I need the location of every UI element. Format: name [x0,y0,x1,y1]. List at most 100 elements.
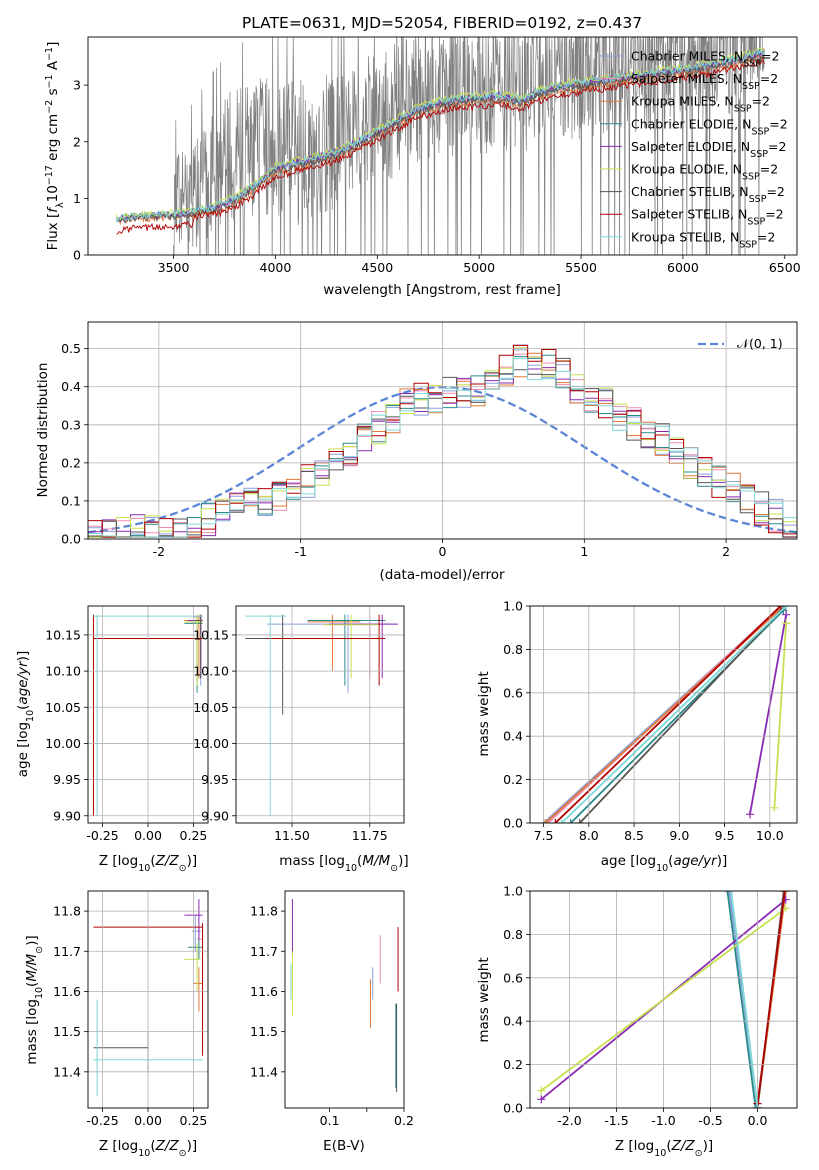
legend-entry: Kroupa ELODIE, NSSP=2 [631,162,778,183]
ageZ-ylabel: age [log10(age/yr)] [15,651,36,777]
y-tick-label: 9.95 [53,772,81,787]
massweight-marker [780,891,789,895]
label-part: log [118,1138,139,1154]
label-part: SSP [742,81,760,92]
label-part: Z/Z [155,1138,180,1154]
y-tick-label: 3 [73,78,81,93]
label-part: −2 [44,100,55,114]
label-part: log [324,853,345,869]
label-part: Salpeter STELIB, N [631,207,747,222]
label-part: ⊙ [390,863,398,874]
label-part: Kroupa ELODIE, N [631,162,742,177]
label-part: SSP [751,126,769,137]
massweight-line [579,606,786,823]
y-tick-label: 0.2 [503,772,523,787]
label-part: 10 [345,863,357,874]
age-vs-mass-panel: 11.50 11.75 9.90 9.95 10.00 10.05 10.10 10.15 ma… [193,605,409,874]
ageZ-xlabel: Z [log10(Z/Z⊙)] [99,853,197,874]
massweight-marker [725,891,734,895]
y-tick-label: 11.4 [53,1064,81,1079]
label-part: ( [150,1138,155,1154]
y-tick-label: 11.8 [53,904,81,919]
massweight-marker [537,1086,546,1095]
label-part: ( [24,982,40,987]
label-part: Flux [ [45,213,61,251]
y-tick-label: 9.95 [201,772,229,787]
x-tick-label: 0 [439,544,447,559]
y-tick-label: 11.6 [53,984,81,999]
massweight-line [773,623,788,808]
mwZ-ylabel: mass weight [476,957,492,1042]
age-vs-mass-panel-plot [245,614,398,816]
mwAge-xlabel: age [log10(age/yr)] [601,853,727,874]
figure-title: PLATE=0631, MJD=52054, FIBERID=0192, z=0… [242,14,642,32]
label-part: ⊙ [695,1148,703,1159]
y-tick-label: 1 [73,191,81,206]
x-tick-label: 4000 [260,260,292,275]
y-tick-label: 10.10 [45,664,81,679]
axes-frame [529,890,798,1109]
y-tick-label: 9.90 [53,808,81,823]
y-tick-label: 0 [73,248,81,263]
label-part: )] [703,1138,714,1154]
massweight-vs-age-panel-plot [539,606,791,823]
y-tick-label: 11.7 [53,944,81,959]
x-tick-label: 8.5 [624,828,644,843]
y-tick-label: 10.15 [45,627,81,642]
spectrum-model-chabrier-stelib [116,52,765,225]
label-part: =2 [760,162,778,177]
y-tick-label: 11.4 [250,1064,278,1079]
residual-xlabel: (data-model)/error [379,567,505,583]
x-tick-label: -2 [153,544,165,559]
massweight-marker [782,619,791,628]
label-part: )] [187,1138,198,1154]
y-tick-label: 0.4 [503,1014,523,1029]
x-tick-label: 0.0 [748,1113,768,1128]
y-tick-label: 0.2 [503,1057,523,1072]
x-tick-label: 0.25 [180,828,208,843]
label-part: ⊙ [179,1148,187,1159]
ageMass-xlabel: mass [log10(M/M⊙)] [279,853,408,874]
y-tick-label: 0.0 [503,816,523,831]
y-tick-label: 1.0 [503,884,523,899]
age-vs-Z-panel-plot [92,614,203,816]
y-tick-label: 11.5 [250,1024,278,1039]
legend-entry: 𝒩(0, 1) [737,336,783,351]
label-part: =2 [768,139,786,154]
legend-entry: Chabrier STELIB, NSSP=2 [631,184,785,205]
label-part: ( [15,705,31,710]
massweight-vs-age-panel: 7.5 8.0 8.5 9.0 9.5 10.0 0.0 0.2 0.4 0.6 0.8 1.0 age… [476,599,798,874]
label-part: ( [666,1138,671,1154]
massweight-marker [751,1104,760,1108]
label-part: SSP [747,216,765,227]
label-part: ( [357,853,362,869]
axes-frame [235,605,405,824]
residual-ylabel: Normed distribution [35,363,51,498]
label-part: ] [45,42,61,47]
label-part: A [45,60,61,74]
legend-entry: Salpeter MILES, NSSP=2 [631,71,778,92]
y-tick-label: 0.4 [61,379,81,394]
x-tick-label: 0.00 [134,1113,162,1128]
x-tick-label: -0.25 [86,1113,118,1128]
label-part: Z/Z [671,1138,696,1154]
massweight-marker [551,819,560,823]
label-part: SSP [743,58,761,69]
x-tick-label: -0.5 [698,1113,722,1128]
y-tick-label: 0.6 [503,685,523,700]
spectrum-ylabel: Flux [fλ10−17 erg cm−2 s−1 A−1] [44,42,66,251]
label-part: age [ [15,743,31,778]
legend-entry: Salpeter ELODIE, NSSP=2 [631,139,786,160]
age-vs-Z-panel: -0.25 0.00 0.25 9.90 9.95 10.00 10.05 10.10 10.1… [15,605,209,874]
label-part: age [ [601,853,636,869]
x-tick-label: 0.25 [180,1113,208,1128]
massweight-line [561,606,787,823]
label-part: λ [55,202,66,208]
spectrum-panel-plot [116,37,765,255]
axes-frame [284,890,405,1109]
label-part: )] [24,935,40,946]
y-tick-label: 10.00 [45,736,81,751]
x-tick-label: 9.5 [715,828,735,843]
label-part: 10 [138,863,150,874]
